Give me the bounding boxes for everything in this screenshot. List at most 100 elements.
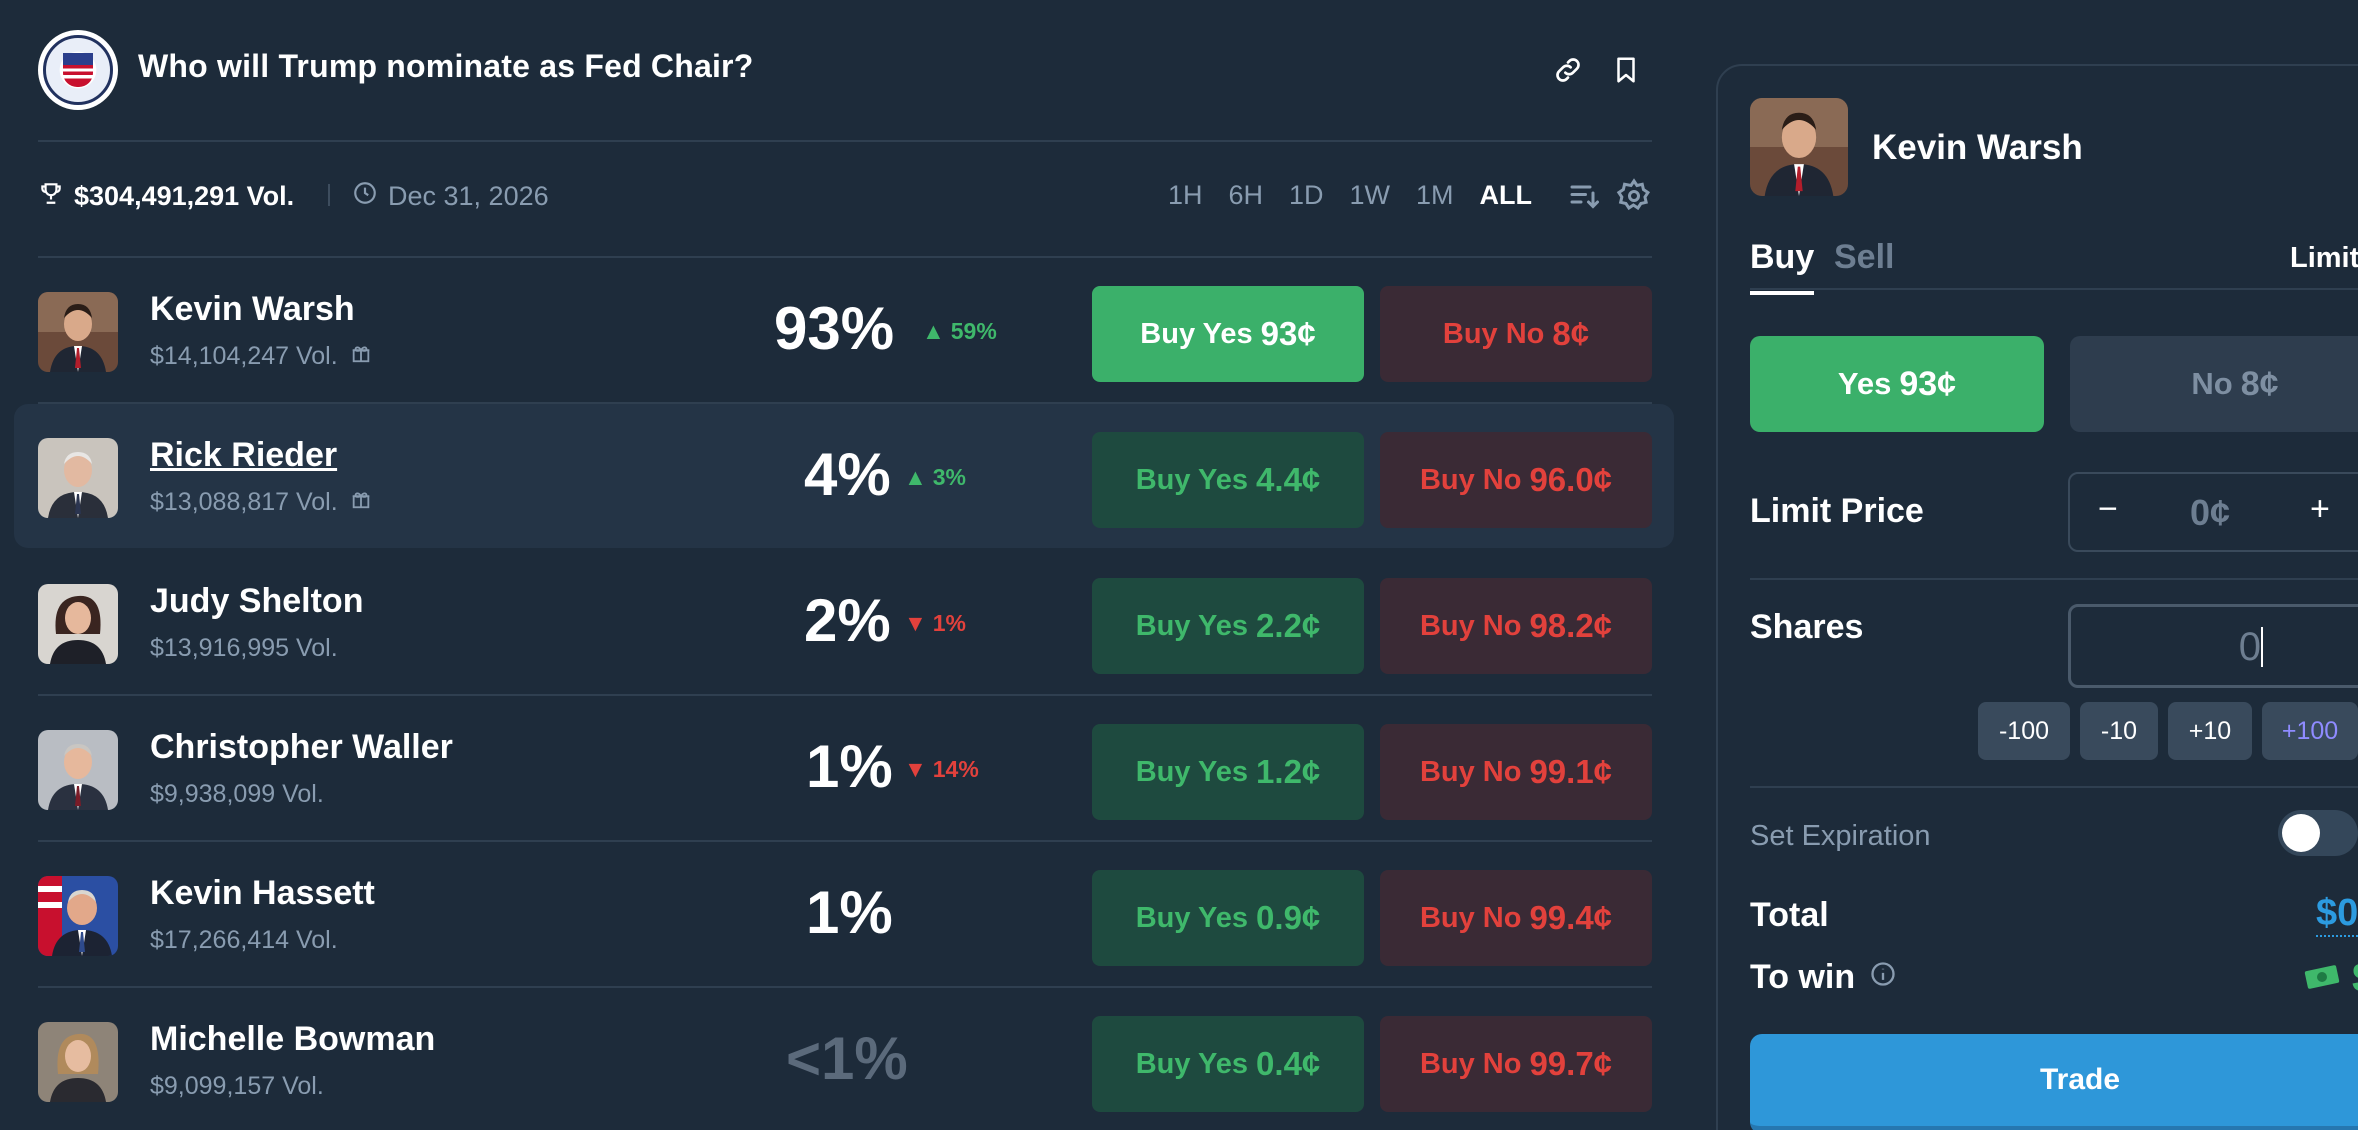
gift-icon[interactable] (350, 488, 372, 517)
selected-candidate-name: Kevin Warsh (1872, 128, 2083, 167)
triangle-up-icon: ▲ (904, 464, 927, 490)
outcome-change: ▼ 14% (904, 756, 979, 783)
order-type-dropdown[interactable]: Limit (2290, 242, 2358, 275)
shares-chip-plus-10[interactable]: +10 (2168, 702, 2252, 760)
buy-no-button[interactable]: Buy No 99.4¢ (1380, 870, 1652, 966)
buy-yes-button[interactable]: Buy Yes 0.4¢ (1092, 1016, 1364, 1112)
gift-icon[interactable] (350, 342, 372, 371)
outcome-probability: 1% (806, 733, 893, 800)
link-icon[interactable] (1550, 52, 1586, 88)
outcome-name[interactable]: Rick Rieder (150, 436, 338, 474)
to-win-label-group: To win (1750, 958, 1897, 997)
shares-input[interactable]: 0 (2068, 604, 2358, 688)
panel-divider (1750, 578, 2358, 580)
buy-yes-button[interactable]: Buy Yes 2.2¢ (1092, 578, 1364, 674)
row-divider (38, 694, 1652, 696)
outcome-name[interactable]: Kevin Hassett (150, 874, 375, 912)
tab-buy[interactable]: Buy (1750, 238, 1815, 295)
row-divider (38, 402, 1652, 404)
yes-option-label: Yes (1837, 366, 1892, 401)
buy-yes-price: 0.4¢ (1256, 1045, 1321, 1082)
outcome-name[interactable]: Judy Shelton (150, 582, 364, 620)
buy-no-label: Buy No (1419, 609, 1522, 642)
outcome-change-value: 59% (950, 318, 997, 344)
market-title: Who will Trump nominate as Fed Chair? (138, 48, 754, 84)
range-6h[interactable]: 6H (1228, 180, 1263, 210)
buy-yes-button[interactable]: Buy Yes 1.2¢ (1092, 724, 1364, 820)
tab-sell[interactable]: Sell (1834, 238, 1895, 276)
increment-button[interactable]: + (2310, 490, 2330, 528)
outcome-row-kevin-hassett[interactable]: Kevin Hassett $17,266,414 Vol. 1% Buy Ye… (14, 842, 1674, 988)
total-label: Total (1750, 896, 1829, 934)
range-all[interactable]: ALL (1479, 180, 1532, 210)
row-divider (38, 840, 1652, 842)
buy-yes-label: Buy Yes (1135, 1047, 1249, 1080)
market-meta-bar: $304,491,291 Vol. Dec 31, 2026 1H 6H 1D … (38, 170, 1652, 224)
outcome-change-value: 3% (932, 464, 967, 490)
decrement-button[interactable]: − (2098, 490, 2118, 528)
outcome-row-christopher-waller[interactable]: Christopher Waller $9,938,099 Vol. 1% ▼ 1… (14, 696, 1674, 842)
shares-chip-plus-100[interactable]: +100 (2262, 702, 2358, 760)
buy-no-button[interactable]: Buy No 96.0¢ (1380, 432, 1652, 528)
outcome-change: ▼ 1% (904, 610, 966, 637)
avatar (38, 438, 118, 518)
outcome-change-value: 14% (932, 756, 979, 782)
buy-no-label: Buy No (1419, 901, 1522, 934)
toggle-knob (2282, 814, 2320, 852)
clock-icon (352, 180, 378, 213)
order-type-label: Limit (2290, 242, 2358, 274)
outcome-name[interactable]: Kevin Warsh (150, 290, 355, 328)
range-1d[interactable]: 1D (1288, 180, 1324, 210)
outcome-row-judy-shelton[interactable]: Judy Shelton $13,916,995 Vol. 2% ▼ 1% Buy… (14, 550, 1674, 696)
buy-no-label: Buy No (1419, 755, 1522, 788)
buy-yes-price: 2.2¢ (1256, 607, 1321, 644)
sort-icon[interactable] (1566, 178, 1602, 214)
row-divider (38, 986, 1652, 988)
set-expiration-toggle[interactable] (2278, 810, 2358, 856)
buy-yes-button[interactable]: Buy Yes 0.9¢ (1092, 870, 1364, 966)
buy-no-button[interactable]: Buy No 98.2¢ (1380, 578, 1652, 674)
buy-yes-button[interactable]: Buy Yes 4.4¢ (1092, 432, 1364, 528)
buy-yes-button[interactable]: Buy Yes 93¢ (1092, 286, 1364, 382)
range-1m[interactable]: 1M (1416, 180, 1454, 210)
federal-reserve-seal-logo (38, 30, 118, 110)
avatar (38, 730, 118, 810)
outcome-name[interactable]: Michelle Bowman (150, 1020, 436, 1058)
buy-no-price: 99.4¢ (1529, 899, 1613, 936)
outcome-change-value: 1% (932, 610, 967, 636)
no-option-label: No (2191, 366, 2233, 401)
range-1w[interactable]: 1W (1349, 180, 1391, 210)
buy-yes-price: 0.9¢ (1256, 899, 1321, 936)
outcome-name[interactable]: Christopher Waller (150, 728, 453, 766)
buy-yes-price: 93¢ (1260, 315, 1316, 352)
outcome-row-rick-rieder[interactable]: Rick Rieder $13,088,817 Vol. 4% ▲ 3% Buy … (14, 404, 1674, 548)
bookmark-icon[interactable] (1608, 52, 1644, 88)
outcome-volume: $17,266,414 Vol. (150, 926, 338, 955)
shares-chip-minus-100[interactable]: -100 (1978, 702, 2070, 760)
outcome-probability: 4% (804, 441, 891, 508)
buy-no-button[interactable]: Buy No 99.7¢ (1380, 1016, 1652, 1112)
shares-chip-minus-10[interactable]: -10 (2080, 702, 2158, 760)
triangle-down-icon: ▼ (904, 756, 927, 782)
avatar (38, 292, 118, 372)
limit-price-value[interactable]: 0¢ (2190, 492, 2231, 533)
to-win-value: $0 (2352, 954, 2358, 1002)
total-volume: $304,491,291 Vol. (38, 180, 294, 213)
trade-button[interactable]: Trade (1750, 1034, 2358, 1130)
buy-no-button[interactable]: Buy No 8¢ (1380, 286, 1652, 382)
info-icon[interactable] (1869, 958, 1897, 997)
total-value[interactable]: $0 (2316, 892, 2358, 937)
outcome-volume-text: $13,916,995 Vol. (150, 634, 338, 662)
outcome-volume-text: $14,104,247 Vol. (150, 342, 338, 370)
outcome-row-michelle-bowman[interactable]: Michelle Bowman $9,099,157 Vol. <1% Buy … (14, 988, 1674, 1130)
outcome-volume-text: $13,088,817 Vol. (150, 488, 338, 516)
gear-icon[interactable] (1616, 178, 1652, 214)
range-1h[interactable]: 1H (1167, 180, 1203, 210)
yes-option-button[interactable]: Yes 93¢ (1750, 336, 2044, 432)
buy-no-price: 8¢ (1552, 315, 1590, 352)
no-option-button[interactable]: No 8¢ (2070, 336, 2358, 432)
buy-sell-tabs: Buy Sell Limit (1750, 238, 2358, 295)
buy-no-button[interactable]: Buy No 99.1¢ (1380, 724, 1652, 820)
outcome-row-kevin-warsh[interactable]: Kevin Warsh $14,104,247 Vol. 93% ▲ 59% Bu… (14, 258, 1674, 404)
outcome-volume-text: $9,099,157 Vol. (150, 1072, 324, 1100)
